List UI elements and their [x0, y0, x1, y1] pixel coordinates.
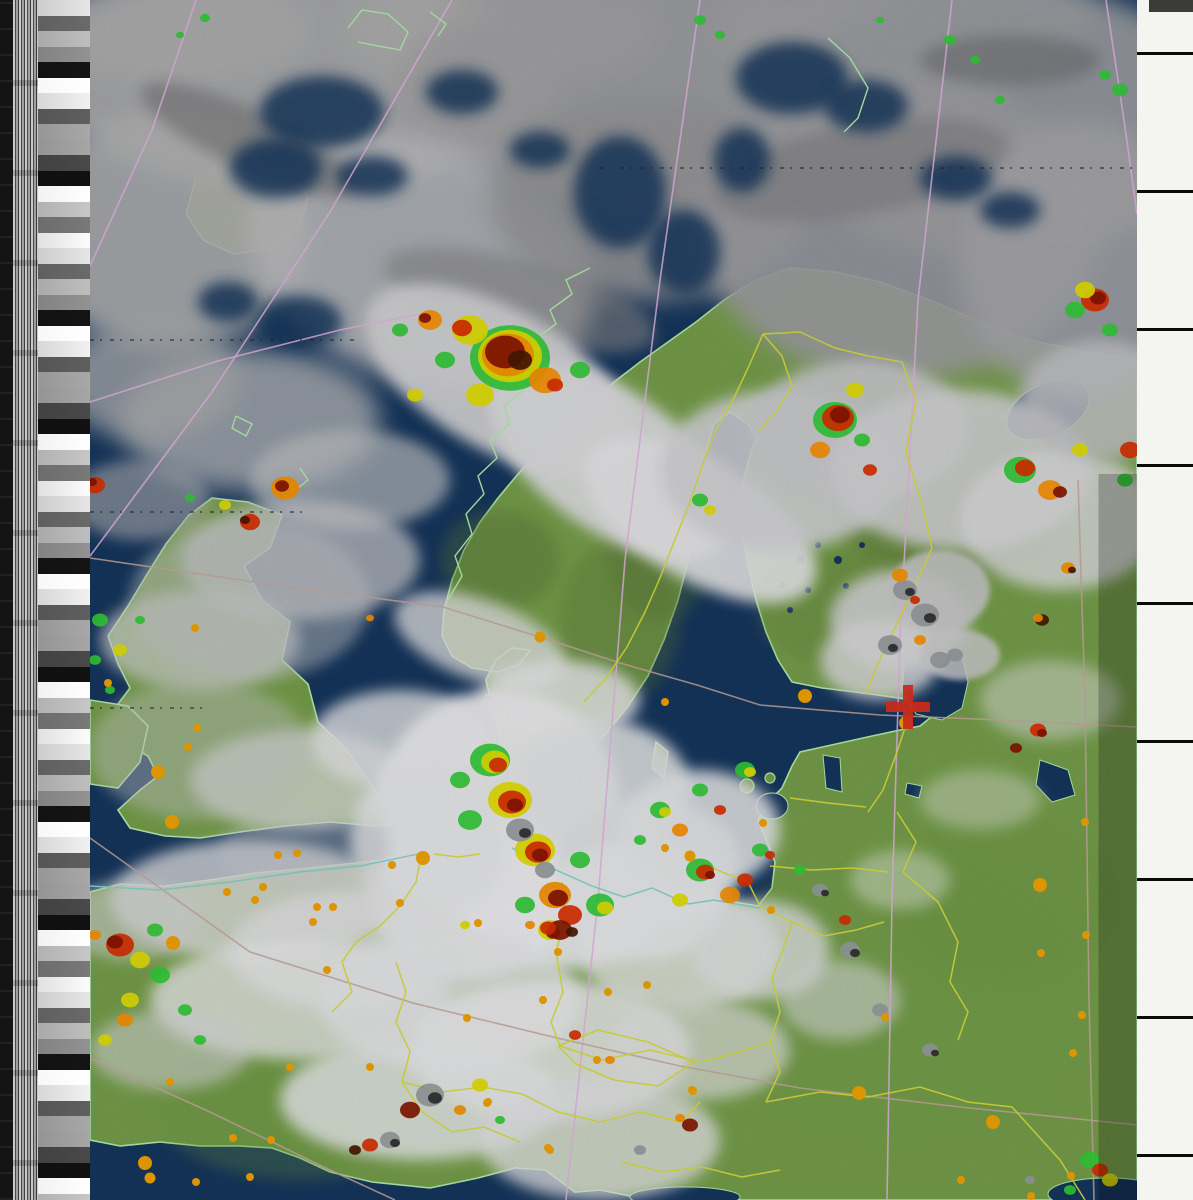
satellite-map-image: [90, 0, 1137, 1200]
telemetry-wedge-block: [38, 992, 90, 1008]
telemetry-wedge-block: [38, 961, 90, 977]
telemetry-minute-line: [1137, 1154, 1193, 1157]
telemetry-wedge-block: [38, 1193, 90, 1200]
telemetry-wedge-block: [38, 1162, 90, 1179]
apt-sync-stripe-bar: [13, 0, 38, 1200]
telemetry-wedge-block: [38, 527, 90, 543]
telemetry-wedge-block: [38, 170, 90, 187]
telemetry-wedge-block: [38, 310, 90, 326]
telemetry-wedge-block: [38, 62, 90, 78]
telemetry-wedge-block: [38, 434, 90, 450]
telemetry-minute-line: [1137, 1016, 1193, 1019]
telemetry-wedge-block: [38, 201, 90, 218]
telemetry-wedge-block: [38, 294, 90, 311]
telemetry-wedge-block: [38, 914, 90, 931]
telemetry-wedge-block: [38, 620, 90, 636]
telemetry-wedge-block: [38, 155, 90, 171]
telemetry-wedge-block: [38, 217, 90, 233]
telemetry-wedge-block: [38, 1178, 90, 1194]
telemetry-wedge-block: [38, 713, 90, 729]
telemetry-wedge-block: [38, 775, 90, 791]
telemetry-wedge-block: [38, 899, 90, 915]
telemetry-wedge-block: [38, 15, 90, 32]
telemetry-wedge-block: [38, 635, 90, 652]
telemetry-wedge-block: [38, 1007, 90, 1024]
telemetry-wedge-block: [38, 77, 90, 94]
telemetry-wedge-block: [38, 46, 90, 63]
telemetry-wedge-block: [38, 682, 90, 698]
telemetry-wedge-block: [38, 0, 90, 16]
telemetry-wedge-block: [38, 1100, 90, 1117]
telemetry-wedge-block: [38, 465, 90, 481]
telemetry-wedge-block: [38, 1131, 90, 1148]
telemetry-wedge-block: [38, 790, 90, 807]
telemetry-wedge-block: [38, 1116, 90, 1132]
telemetry-wedge-block: [38, 372, 90, 388]
telemetry-wedge-block: [38, 852, 90, 869]
right-telemetry-strip: [1137, 0, 1193, 1200]
telemetry-wedge-block: [38, 744, 90, 760]
telemetry-wedge-block: [38, 1069, 90, 1086]
telemetry-wedge-block: [38, 496, 90, 512]
telemetry-wedge-block: [38, 93, 90, 109]
noise-layer: [90, 0, 1137, 1200]
telemetry-wedge-block: [38, 542, 90, 559]
telemetry-minute-line: [1137, 52, 1193, 55]
telemetry-wedge-block: [38, 1023, 90, 1039]
telemetry-wedge-block: [38, 387, 90, 404]
telemetry-wedge-block: [38, 945, 90, 962]
corner-noise-smudge: [1149, 0, 1193, 12]
telemetry-wedge-block: [38, 232, 90, 249]
telemetry-wedge-block: [38, 124, 90, 140]
telemetry-wedge-block: [38, 1147, 90, 1163]
telemetry-wedge-block: [38, 356, 90, 373]
telemetry-wedge-block: [38, 263, 90, 280]
telemetry-wedge-block: [38, 403, 90, 419]
telemetry-wedge-block: [38, 279, 90, 295]
telemetry-wedge-block: [38, 976, 90, 993]
telemetry-wedge-block: [38, 1054, 90, 1070]
telemetry-wedge-block: [38, 837, 90, 853]
telemetry-wedge-block: [38, 108, 90, 125]
telemetry-wedge-block: [38, 604, 90, 621]
telemetry-wedge-block: [38, 759, 90, 776]
telemetry-wedge-block: [38, 341, 90, 357]
telemetry-wedge-block: [38, 449, 90, 466]
telemetry-wedge-block: [38, 728, 90, 745]
telemetry-wedge-block: [38, 697, 90, 714]
telemetry-wedge-block: [38, 821, 90, 838]
telemetry-wedge-column: [38, 0, 90, 1200]
telemetry-minute-line: [1137, 602, 1193, 605]
telemetry-wedge-block: [38, 651, 90, 667]
telemetry-wedge-block: [38, 248, 90, 264]
telemetry-minute-line: [1137, 328, 1193, 331]
telemetry-wedge-block: [38, 1085, 90, 1101]
telemetry-wedge-block: [38, 31, 90, 47]
telemetry-wedge-block: [38, 139, 90, 156]
telemetry-wedge-block: [38, 1038, 90, 1055]
telemetry-minute-line: [1137, 190, 1193, 193]
telemetry-wedge-block: [38, 868, 90, 884]
telemetry-wedge-block: [38, 511, 90, 528]
telemetry-wedge-block: [38, 325, 90, 342]
telemetry-wedge-block: [38, 666, 90, 683]
telemetry-wedge-block: [38, 480, 90, 497]
telemetry-wedge-block: [38, 558, 90, 574]
telemetry-wedge-block: [38, 589, 90, 605]
telemetry-wedge-block: [38, 930, 90, 946]
telemetry-minute-line: [1137, 878, 1193, 881]
film-grain-overlay: [90, 0, 1137, 1200]
telemetry-wedge-block: [38, 883, 90, 900]
telemetry-minute-line: [1137, 464, 1193, 467]
left-edge-black-bar: [0, 0, 13, 1200]
telemetry-wedge-block: [38, 186, 90, 202]
telemetry-wedge-block: [38, 418, 90, 435]
telemetry-wedge-block: [38, 573, 90, 590]
telemetry-wedge-block: [38, 806, 90, 822]
telemetry-minute-line: [1137, 740, 1193, 743]
